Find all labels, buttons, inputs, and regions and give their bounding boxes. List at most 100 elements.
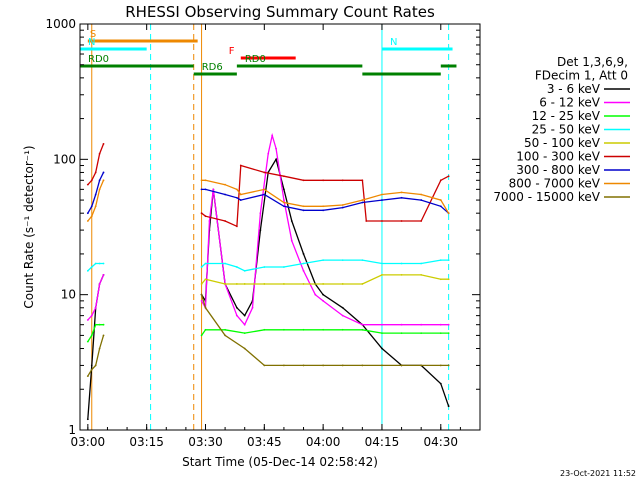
series-line — [201, 329, 449, 336]
data-point — [341, 259, 344, 262]
data-point — [283, 188, 285, 191]
data-point — [322, 299, 325, 302]
series-line — [87, 274, 105, 420]
data-point — [361, 259, 364, 262]
data-point — [283, 364, 285, 367]
data-point — [365, 220, 368, 222]
data-point — [381, 332, 383, 335]
data-point — [243, 332, 246, 335]
data-point — [302, 283, 305, 285]
data-point — [90, 364, 93, 367]
data-point — [381, 347, 383, 350]
flag-label: N — [88, 37, 95, 48]
data-point — [90, 215, 93, 218]
data-point — [439, 259, 442, 262]
data-point — [322, 293, 325, 296]
data-point — [90, 314, 93, 317]
data-point — [439, 323, 442, 326]
legend-entry: 3 - 6 keV — [547, 82, 601, 96]
data-point — [341, 306, 344, 309]
data-point — [290, 220, 293, 222]
flag-label: N — [390, 37, 397, 48]
data-point — [381, 193, 383, 196]
legend-entry: 50 - 100 keV — [524, 136, 601, 150]
data-point — [447, 323, 450, 326]
data-point — [102, 143, 105, 145]
y-axis-label: Count Rate (s⁻¹ detector⁻¹) — [22, 145, 36, 308]
data-point — [263, 364, 266, 367]
data-point — [259, 229, 262, 231]
data-point — [302, 328, 305, 331]
data-point — [94, 323, 97, 326]
legend-entry: 300 - 800 keV — [516, 163, 600, 177]
data-point — [235, 306, 238, 309]
chart-title: RHESSI Observing Summary Count Rates — [125, 3, 435, 21]
legend-entry: 7000 - 15000 keV — [493, 190, 600, 204]
data-point — [341, 179, 344, 182]
data-point — [447, 278, 450, 281]
data-point — [224, 283, 226, 285]
data-point — [400, 191, 403, 194]
data-point — [102, 262, 105, 265]
data-point — [200, 334, 203, 337]
legend-entry: 100 - 300 keV — [516, 150, 600, 164]
data-point — [341, 283, 344, 285]
data-point — [204, 188, 207, 191]
data-point — [102, 334, 105, 337]
y-tick-label: 100 — [53, 152, 76, 166]
data-point — [302, 253, 305, 255]
data-point — [439, 364, 442, 367]
data-point — [302, 179, 305, 182]
data-point — [251, 306, 254, 309]
data-point — [98, 188, 101, 191]
data-point — [400, 323, 403, 326]
plot-frame — [79, 23, 481, 431]
data-point — [98, 283, 101, 285]
data-point — [224, 262, 226, 265]
data-point — [381, 364, 383, 367]
data-point — [400, 196, 403, 199]
series-line — [87, 335, 105, 377]
data-point — [400, 273, 403, 276]
x-tick-label: 03:30 — [188, 435, 223, 449]
data-point — [86, 269, 89, 272]
data-point — [86, 183, 89, 186]
data-point — [439, 278, 442, 281]
data-point — [204, 215, 207, 218]
data-point — [322, 283, 325, 285]
data-point — [439, 332, 442, 335]
data-point — [235, 225, 238, 228]
data-point — [361, 283, 364, 285]
data-point — [302, 205, 305, 208]
data-point — [439, 179, 442, 182]
x-axis-label: Start Time (05-Dec-14 02:58:42) — [182, 455, 378, 469]
data-point — [420, 364, 423, 367]
data-point — [200, 283, 203, 285]
legend-info: FDecim 1, Att 0 — [535, 69, 628, 83]
data-point — [322, 205, 325, 208]
legend-entry: 800 - 7000 keV — [509, 177, 601, 191]
data-point — [263, 188, 266, 191]
data-point — [283, 266, 285, 268]
data-point — [86, 375, 89, 378]
data-point — [200, 179, 203, 182]
data-point — [420, 193, 423, 196]
data-point — [400, 364, 403, 367]
data-point — [302, 269, 305, 272]
data-point — [420, 199, 423, 201]
data-point — [263, 283, 266, 285]
data-point — [400, 220, 403, 222]
data-point — [271, 134, 274, 137]
data-point — [283, 175, 285, 178]
legend-entry: 25 - 50 keV — [532, 123, 601, 137]
data-point — [283, 205, 285, 208]
data-point — [224, 183, 226, 186]
data-point — [86, 319, 89, 321]
legend-entry: 12 - 25 keV — [532, 109, 601, 123]
legend-info: Det 1,3,6,9, — [557, 55, 628, 69]
data-point — [322, 328, 325, 331]
data-point — [439, 199, 442, 201]
data-point — [439, 205, 442, 208]
